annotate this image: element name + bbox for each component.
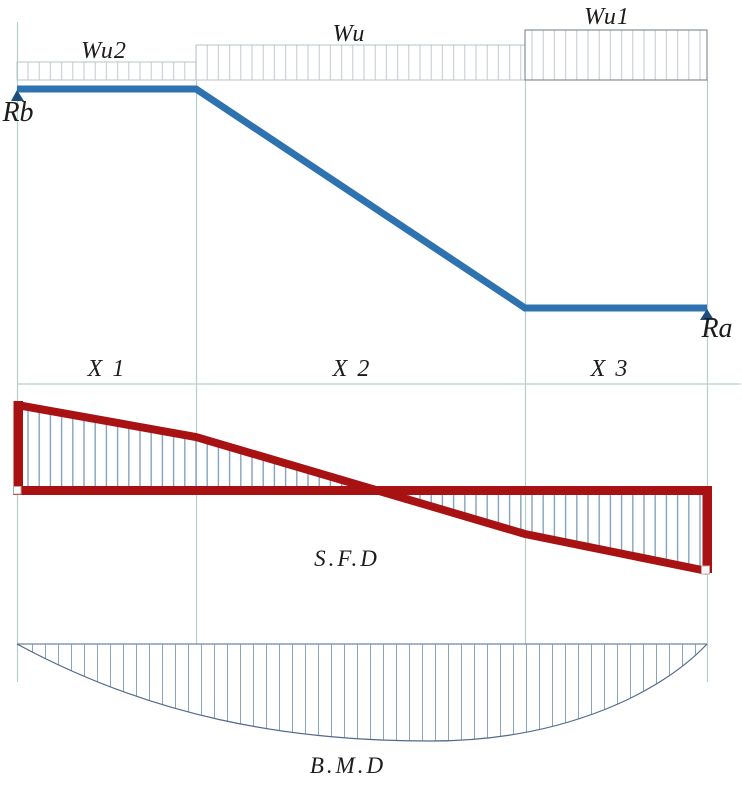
sfd-diagram [13,401,712,575]
sfd-right-endpoint-marker [701,565,710,575]
sfd-left-endpoint-marker [13,486,22,495]
reaction-label-ra: Ra [700,313,732,344]
grid-lines [16,22,741,682]
sfd-zero-baseline [13,486,712,495]
sfd-positive-hatch-area [17,405,376,490]
bmd-curve [16,643,708,742]
bmd-title: B.M.D [310,753,386,778]
left-support-arrow [11,90,24,101]
labels: Wu2 Wu Wu1 Rb Ra X 1 X 2 X 3 S.F.D B.M.D [1,4,732,778]
distributed-loads [16,29,708,81]
beam-line-group [11,85,714,320]
sfd-title: S.F.D [314,546,380,571]
sfd-right-ordinate-bar [702,487,712,573]
load-block-wu1 [524,29,708,81]
load-label-wu: Wu [333,21,366,47]
reaction-label-rb: Rb [1,97,33,128]
bmd-diagram [16,643,708,742]
span-label-x2: X 2 [332,356,372,382]
beam-line [17,85,707,312]
span-label-x3: X 3 [590,356,630,382]
load-block-wu [195,44,526,81]
sfd-left-ordinate-bar [13,401,23,494]
load-label-wu1: Wu1 [584,4,630,30]
span-label-x1: X 1 [87,356,127,382]
right-support-arrow [700,309,714,320]
bmd-hatch-area [17,644,707,741]
load-label-wu2: Wu2 [81,38,127,64]
sfd-curve [16,401,708,575]
load-block-wu2 [16,61,197,81]
